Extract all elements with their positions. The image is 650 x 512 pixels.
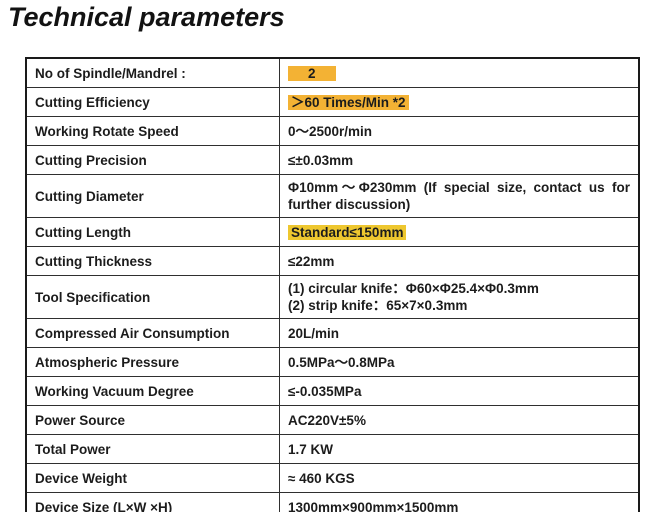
table-row: Atmospheric Pressure 0.5MPa～0.8MPa: [25, 347, 640, 377]
highlighted-value: 2: [288, 65, 336, 81]
table-row: Cutting Thickness ≤22mm: [25, 246, 640, 276]
parameter-label: Compressed Air Consumption: [25, 318, 280, 348]
parameter-label: Tool Specification: [25, 275, 280, 319]
parameter-label: Cutting Length: [25, 217, 280, 247]
parameter-value: Φ10mm～Φ230mm (If special size, contact u…: [279, 174, 640, 218]
table-row: Cutting Diameter Φ10mm～Φ230mm (If special…: [25, 174, 640, 218]
parameter-label: No of Spindle/Mandrel :: [25, 57, 280, 88]
table-body: No of Spindle/Mandrel : 2 Cutting Efficien…: [25, 57, 640, 512]
parameter-value: 2: [279, 57, 640, 88]
parameter-value: ≤±0.03mm: [279, 145, 640, 175]
table-row: Working Rotate Speed 0～2500r/min: [25, 116, 640, 146]
parameter-value: 1.7 KW: [279, 434, 640, 464]
page-title: Technical parameters: [8, 2, 285, 32]
parameter-value: ≈ 460 KGS: [279, 463, 640, 493]
table-row: Working Vacuum Degree ≤-0.035MPa: [25, 376, 640, 406]
parameter-label: Total Power: [25, 434, 280, 464]
parameter-value: ＞60 Times/Min *2: [279, 87, 640, 117]
parameter-label: Working Rotate Speed: [25, 116, 280, 146]
table-row: Cutting Precision ≤±0.03mm: [25, 145, 640, 175]
table-row: Total Power 1.7 KW: [25, 434, 640, 464]
parameter-value: ≤22mm: [279, 246, 640, 276]
highlighted-value: Standard≤150mm: [288, 224, 407, 240]
parameter-value: 20L/min: [279, 318, 640, 348]
table-row: Compressed Air Consumption 20L/min: [25, 318, 640, 348]
parameter-value: AC220V±5%: [279, 405, 640, 435]
parameter-value: 1300mm×900mm×1500mm: [279, 492, 640, 512]
parameter-value: Standard≤150mm: [279, 217, 640, 247]
table-row: Device Weight ≈ 460 KGS: [25, 463, 640, 493]
parameter-label: Atmospheric Pressure: [25, 347, 280, 377]
parameter-value: 0～2500r/min: [279, 116, 640, 146]
table-row: No of Spindle/Mandrel : 2: [25, 57, 640, 88]
parameter-label: Cutting Thickness: [25, 246, 280, 276]
technical-parameters-table: No of Spindle/Mandrel : 2 Cutting Efficien…: [25, 57, 640, 512]
parameter-value: ≤-0.035MPa: [279, 376, 640, 406]
parameter-label: Cutting Precision: [25, 145, 280, 175]
table-row: Cutting Efficiency ＞60 Times/Min *2: [25, 87, 640, 117]
parameter-value: 0.5MPa～0.8MPa: [279, 347, 640, 377]
parameter-value: (1) circular knife：Φ60×Φ25.4×Φ0.3mm (2) …: [279, 275, 640, 319]
table-row: Power Source AC220V±5%: [25, 405, 640, 435]
parameter-label: Cutting Diameter: [25, 174, 280, 218]
table-row: Tool Specification (1) circular knife：Φ60…: [25, 275, 640, 319]
table-row: Device Size (L×W ×H) 1300mm×900mm×1500mm: [25, 492, 640, 512]
highlighted-value: ＞60 Times/Min *2: [288, 94, 409, 110]
table-row: Cutting Length Standard≤150mm: [25, 217, 640, 247]
parameter-label: Cutting Efficiency: [25, 87, 280, 117]
parameter-label: Device Weight: [25, 463, 280, 493]
parameter-label: Working Vacuum Degree: [25, 376, 280, 406]
parameter-label: Device Size (L×W ×H): [25, 492, 280, 512]
parameter-label: Power Source: [25, 405, 280, 435]
